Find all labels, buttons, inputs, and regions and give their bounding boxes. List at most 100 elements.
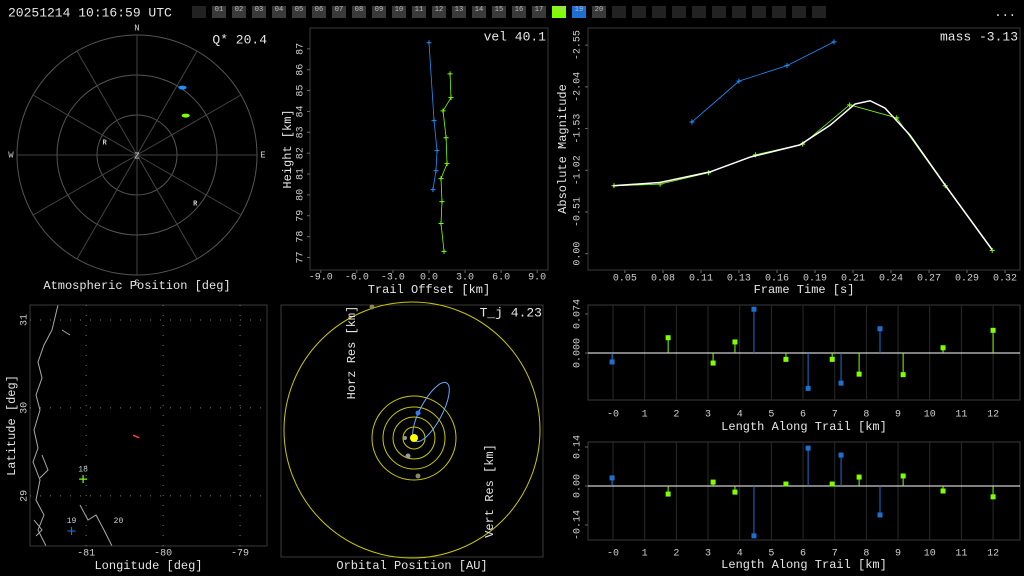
- stem-marker: [856, 474, 862, 480]
- camera-tab-label[interactable]: 06: [315, 6, 323, 14]
- camera-tab[interactable]: [272, 6, 286, 18]
- camera-tab[interactable]: [412, 6, 426, 18]
- x-tick-label: 11: [955, 410, 967, 421]
- camera-tab-label[interactable]: 12: [435, 6, 443, 14]
- camera-tab[interactable]: [332, 6, 346, 18]
- camera-tab-label[interactable]: 14: [475, 6, 483, 14]
- series-line: [612, 99, 993, 251]
- y-tick-label: -1.02: [573, 155, 584, 185]
- station-label: 20: [114, 517, 124, 526]
- camera-tab[interactable]: [312, 6, 326, 18]
- point-marker: [447, 71, 453, 77]
- camera-tab[interactable]: [232, 6, 246, 18]
- series-line: [440, 73, 452, 252]
- annotation: T_j 4.23: [480, 305, 542, 320]
- camera-tab[interactable]: [572, 6, 586, 18]
- x-tick-label: 1: [642, 549, 648, 560]
- x-tick-label: 9: [895, 410, 901, 421]
- point-marker: [430, 187, 436, 193]
- x-tick-label: 12: [987, 410, 999, 421]
- camera-tab-label[interactable]: 01: [215, 6, 223, 14]
- camera-tab-label[interactable]: 20: [595, 6, 603, 14]
- stem-marker: [829, 481, 835, 487]
- camera-tab[interactable]: [352, 6, 366, 18]
- camera-tab-label[interactable]: 05: [295, 6, 303, 14]
- camera-tab[interactable]: [292, 6, 306, 18]
- camera-tab-label[interactable]: 03: [255, 6, 263, 14]
- y-tick-label: 80: [296, 189, 307, 201]
- point-marker: [441, 248, 447, 254]
- camera-tab-label[interactable]: 04: [275, 6, 283, 14]
- x-tick-label: 10: [924, 410, 936, 421]
- camera-tab-label[interactable]: 13: [455, 6, 463, 14]
- stem-marker: [856, 371, 862, 377]
- stem-marker: [877, 326, 883, 332]
- y-tick-label: 84: [296, 105, 307, 117]
- x-tick-label: 0.32: [993, 274, 1017, 285]
- point-marker: [438, 220, 444, 226]
- x-tick-label: -9.0: [309, 273, 333, 284]
- stem-marker: [900, 473, 906, 479]
- x-tick-label: -0: [607, 410, 619, 421]
- camera-tab[interactable]: [452, 6, 466, 18]
- y-tick-label: 85: [296, 85, 307, 97]
- sky-point: [181, 113, 190, 118]
- camera-tab[interactable]: [532, 6, 546, 18]
- station-marker: [67, 527, 76, 536]
- camera-tab-label[interactable]: 16: [515, 6, 523, 14]
- camera-tab[interactable]: [552, 6, 566, 18]
- camera-tab-label[interactable]: 07: [335, 6, 343, 14]
- point-marker: [847, 102, 853, 108]
- camera-tab[interactable]: [392, 6, 406, 18]
- x-tick-label: 9: [895, 549, 901, 560]
- stem-marker: [609, 359, 615, 365]
- x-axis-label: Frame Time [s]: [754, 283, 855, 297]
- stem-marker: [838, 452, 844, 458]
- plot-frame: [29, 304, 268, 547]
- y-axis-label: Horz Res [km]: [345, 306, 359, 400]
- y-tick-label: -1.53: [573, 114, 584, 144]
- point-marker: [831, 39, 837, 45]
- camera-tab[interactable]: [252, 6, 266, 18]
- y-tick-label: -2.04: [573, 72, 584, 102]
- camera-tab-label[interactable]: 17: [535, 6, 543, 14]
- camera-tab[interactable]: [212, 6, 226, 18]
- stem-marker: [732, 489, 738, 495]
- series-line: [613, 104, 993, 251]
- camera-tab-label[interactable]: 19: [575, 6, 583, 14]
- y-axis-label: Absolute Magnitude: [556, 84, 570, 214]
- camera-tab[interactable]: [472, 6, 486, 18]
- x-axis-label: Trail Offset [km]: [368, 283, 490, 297]
- camera-tab-label[interactable]: 09: [375, 6, 383, 14]
- direction-label: N: [134, 23, 139, 33]
- x-tick-label: 8: [863, 410, 869, 421]
- camera-tab[interactable]: [372, 6, 386, 18]
- y-tick-label: -0.51: [573, 197, 584, 227]
- camera-tab-label[interactable]: 02: [235, 6, 243, 14]
- stem-marker: [751, 306, 757, 312]
- y-tick-label: 0.000: [573, 338, 584, 368]
- camera-tab-label[interactable]: 11: [415, 6, 423, 14]
- station-label: 19: [67, 517, 77, 526]
- x-axis-label: Length Along Trail [km]: [721, 558, 887, 572]
- x-tick-label: 0.24: [879, 274, 903, 285]
- point-marker: [736, 78, 742, 84]
- y-tick-label: 83: [296, 126, 307, 138]
- y-axis-label: Latitude [deg]: [5, 375, 19, 476]
- camera-tab-label[interactable]: 15: [495, 6, 503, 14]
- point-marker: [443, 135, 449, 141]
- x-tick-label: 2: [673, 410, 679, 421]
- camera-tab-label[interactable]: 08: [355, 6, 363, 14]
- camera-tab[interactable]: [432, 6, 446, 18]
- camera-tab-label[interactable]: 10: [395, 6, 403, 14]
- menu[interactable]: ...: [994, 6, 1016, 20]
- polar-spoke: [32, 154, 138, 216]
- point-marker: [434, 148, 440, 154]
- camera-tab[interactable]: [512, 6, 526, 18]
- camera-tab[interactable]: [592, 6, 606, 18]
- camera-tab[interactable]: [492, 6, 506, 18]
- stem-marker: [710, 360, 716, 366]
- timestamp: 20251214 10:16:59 UTC: [8, 5, 172, 20]
- camera-tab-label[interactable]: 18: [555, 6, 563, 14]
